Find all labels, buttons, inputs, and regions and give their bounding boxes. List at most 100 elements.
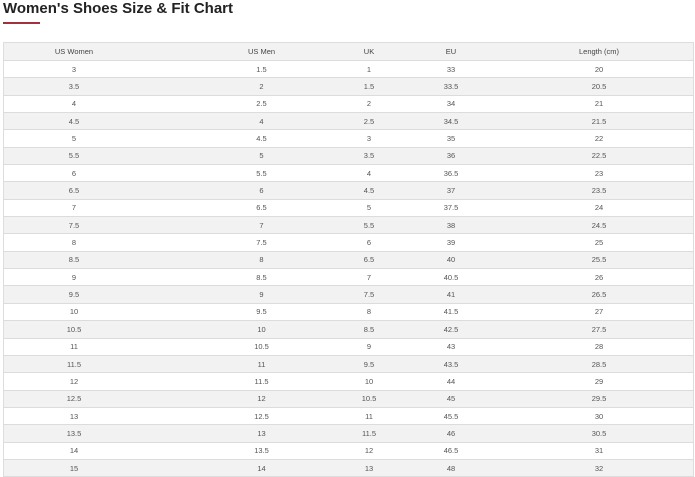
- cell-length: 26.5: [591, 290, 607, 300]
- cell-eu: 44: [446, 376, 456, 386]
- cell-us-women: 4: [71, 99, 77, 109]
- cell-uk: 2.5: [363, 116, 375, 126]
- cell-us-women: 11.5: [66, 359, 82, 369]
- table-row: 9.5 9 7.5 41 26.5: [4, 286, 693, 304]
- cell-us-men: 8.5: [256, 272, 267, 282]
- cell-eu: 41: [446, 290, 456, 300]
- header-us-women: US Women: [54, 47, 94, 56]
- table-row: 12 11.5 10 44 29: [4, 373, 693, 391]
- cell-uk: 3.5: [363, 151, 375, 161]
- cell-us-men: 7: [259, 220, 264, 230]
- cell-us-men: 14: [257, 463, 266, 473]
- table-header-row: US Women US Men UK EU Length (cm): [4, 43, 693, 61]
- cell-us-men: 11: [257, 359, 266, 369]
- cell-uk: 1: [366, 64, 372, 74]
- header-length: Length (cm): [578, 47, 620, 56]
- table-row: 11.5 11 9.5 43.5 28.5: [4, 355, 693, 374]
- cell-us-women: 7: [71, 203, 77, 213]
- cell-eu: 34.5: [443, 116, 459, 126]
- cell-us-men: 4: [259, 116, 264, 126]
- cell-us-women: 15: [69, 463, 79, 473]
- cell-us-men: 6: [259, 186, 264, 196]
- table-row: 6.5 6 4.5 37 23.5: [4, 182, 693, 200]
- cell-length: 24: [594, 203, 604, 213]
- cell-uk: 10.5: [361, 394, 377, 404]
- cell-us-men: 9.5: [256, 307, 267, 317]
- table-row: 7.5 7 5.5 38 24.5: [4, 217, 693, 235]
- title-underline: [3, 22, 40, 24]
- cell-us-men: 12.5: [254, 411, 269, 421]
- cell-us-men: 13: [257, 428, 266, 438]
- table-row: 8 7.5 6 39 25: [4, 234, 693, 252]
- cell-uk: 6: [366, 238, 372, 248]
- cell-uk: 4.5: [363, 186, 375, 196]
- cell-length: 27.5: [591, 324, 607, 334]
- cell-uk: 11: [365, 411, 373, 421]
- cell-us-women: 6.5: [68, 186, 80, 196]
- cell-uk: 6.5: [363, 255, 375, 265]
- cell-us-men: 2: [259, 82, 264, 92]
- cell-length: 27: [594, 307, 604, 317]
- cell-eu: 37: [446, 186, 456, 196]
- header-uk: UK: [363, 47, 375, 56]
- cell-length: 29: [594, 376, 604, 386]
- cell-uk: 9.5: [363, 359, 375, 369]
- cell-length: 32: [594, 463, 604, 473]
- cell-us-men: 4.5: [256, 134, 267, 144]
- cell-length: 20.5: [591, 82, 607, 92]
- table-row: 6 5.5 4 36.5 23: [4, 165, 693, 183]
- cell-us-men: 1.5: [256, 64, 267, 74]
- cell-us-men: 13.5: [254, 446, 269, 456]
- table-row: 8.5 8 6.5 40 25.5: [4, 251, 693, 270]
- table-row: 11 10.5 9 43 28: [4, 339, 693, 356]
- cell-us-women: 6: [71, 168, 77, 178]
- cell-us-women: 13.5: [66, 428, 82, 438]
- cell-length: 28.5: [591, 359, 607, 369]
- cell-length: 28: [594, 342, 604, 352]
- cell-eu: 48: [446, 463, 456, 473]
- cell-eu: 33: [446, 64, 456, 74]
- cell-us-men: 8: [259, 255, 264, 265]
- table-row: 15 14 13 48 32: [4, 459, 693, 477]
- table-row: 5 4.5 3 35 22: [4, 130, 693, 148]
- cell-eu: 40: [446, 255, 456, 265]
- cell-eu: 43.5: [443, 359, 459, 369]
- table-row: 3.5 2 1.5 33.5 20.5: [4, 78, 693, 96]
- cell-eu: 36: [446, 151, 456, 161]
- cell-eu: 43: [446, 342, 456, 352]
- table-row: 13 12.5 11 45.5 30: [4, 408, 693, 426]
- table-row: 4 2.5 2 34 21: [4, 96, 693, 114]
- cell-us-women: 10.5: [66, 324, 82, 334]
- table-row: 5.5 5 3.5 36 22.5: [4, 147, 693, 166]
- cell-uk: 7: [366, 272, 372, 282]
- cell-us-men: 10: [257, 324, 266, 334]
- cell-us-men: 6.5: [256, 203, 267, 213]
- cell-uk: 5: [366, 203, 372, 213]
- table-row: 4.5 4 2.5 34.5 21.5: [4, 113, 693, 131]
- cell-eu: 45.5: [443, 411, 459, 421]
- cell-length: 23: [594, 168, 604, 178]
- cell-length: 31: [594, 446, 604, 456]
- cell-length: 22.5: [591, 151, 607, 161]
- cell-us-women: 12: [69, 376, 79, 386]
- table-row: 7 6.5 5 37.5 24: [4, 200, 693, 218]
- cell-uk: 7.5: [363, 290, 375, 300]
- cell-length: 21: [594, 99, 604, 109]
- cell-us-men: 12: [257, 394, 266, 404]
- cell-us-women: 9: [71, 272, 77, 282]
- cell-eu: 38: [446, 220, 456, 230]
- table-row: 3 1.5 1 33 20: [4, 61, 693, 79]
- table-row: 9 8.5 7 40.5 26: [4, 269, 693, 287]
- cell-eu: 42.5: [443, 324, 459, 334]
- cell-length: 26: [594, 272, 604, 282]
- cell-us-women: 9.5: [68, 290, 80, 300]
- cell-eu: 40.5: [443, 272, 459, 282]
- cell-us-women: 5.5: [68, 151, 80, 161]
- cell-eu: 45: [446, 394, 456, 404]
- cell-us-men: 2.5: [256, 99, 267, 109]
- table-row: 14 13.5 12 46.5 31: [4, 443, 693, 460]
- cell-us-men: 11.5: [254, 376, 269, 386]
- cell-us-women: 4.5: [68, 116, 80, 126]
- header-us-men: US Men: [247, 47, 276, 56]
- cell-length: 23.5: [591, 186, 607, 196]
